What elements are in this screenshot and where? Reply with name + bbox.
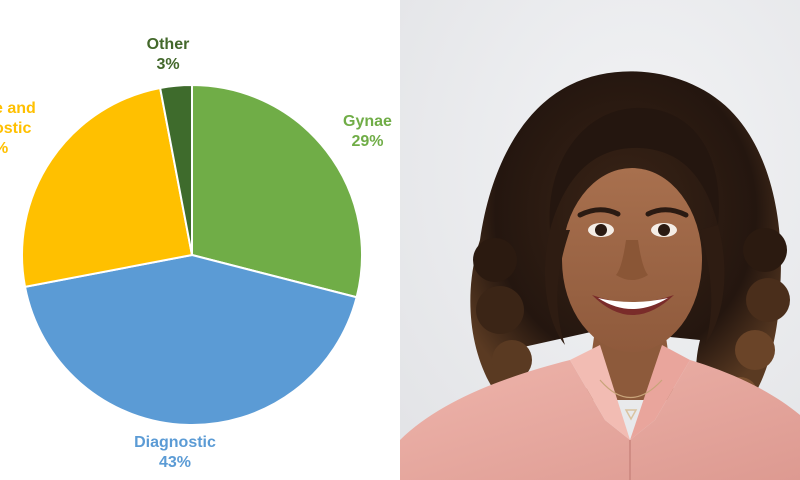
face [562, 168, 702, 352]
label-diagnostic-name: Diagnostic [134, 434, 216, 451]
pie-slice-other [158, 83, 193, 256]
label-other-name: Other [146, 36, 190, 53]
pie-slice-gynae [191, 83, 363, 299]
label-procedure-diagnostic: e and ostic % [0, 99, 64, 159]
hair-front [545, 107, 725, 345]
necklace [599, 379, 663, 421]
pie-slice-procedure-diagnostic [21, 86, 194, 289]
pie-chart [21, 83, 363, 426]
label-procedure-diagnostic-line1: e and [0, 100, 36, 117]
label-gynae: Gynae 29% [330, 112, 400, 152]
shirt [400, 345, 800, 480]
pie-slice-diagnostic [23, 253, 358, 426]
label-other: Other 3% [128, 35, 208, 75]
label-other-value: 3% [156, 56, 180, 73]
label-diagnostic: Diagnostic 43% [115, 433, 235, 473]
label-procedure-diagnostic-value: % [0, 139, 64, 159]
label-gynae-value: 29% [351, 133, 384, 150]
label-gynae-name: Gynae [343, 113, 392, 130]
label-diagnostic-value: 43% [158, 454, 192, 471]
label-procedure-diagnostic-line2: ostic [0, 120, 32, 137]
pie-chart-panel: Gynae 29% Diagnostic 43% e and ostic % O… [0, 35, 400, 473]
portrait-illustration [400, 0, 800, 480]
portrait-photo [400, 0, 800, 480]
